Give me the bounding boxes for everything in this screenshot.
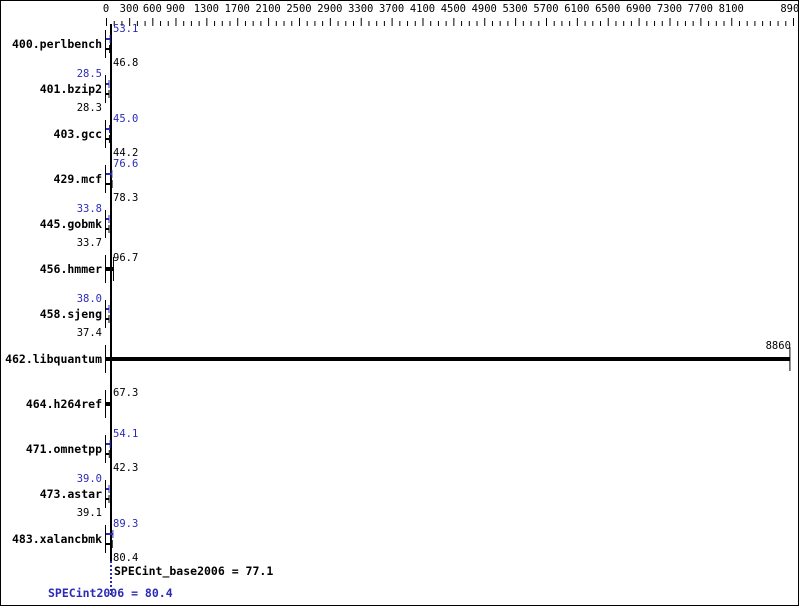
- base-value-label: 96.7: [113, 252, 138, 264]
- x-tick-label: 0: [103, 3, 109, 15]
- x-tick-label: 6100: [564, 3, 589, 15]
- peak-value-label: 39.0: [77, 473, 102, 485]
- peak-value-label: 33.8: [77, 203, 102, 215]
- x-tick-label: 300: [120, 3, 139, 15]
- x-tick-label: 4100: [410, 3, 435, 15]
- benchmark-label: 456.hmmer: [40, 262, 102, 276]
- base-value-label: 42.3: [113, 462, 138, 474]
- x-tick-label: 3300: [348, 3, 373, 15]
- benchmark-label: 429.mcf: [54, 172, 103, 186]
- base-value-label: 8860: [766, 340, 791, 352]
- peak-value-label: 89.3: [113, 518, 138, 530]
- x-tick-label: 7700: [688, 3, 713, 15]
- base-value-label: 33.7: [77, 237, 102, 249]
- base-value-label: 78.3: [113, 192, 138, 204]
- x-tick-label: 5700: [533, 3, 558, 15]
- benchmark-label: 471.omnetpp: [26, 442, 102, 456]
- benchmark-label: 458.sjeng: [40, 307, 102, 321]
- x-tick-label: 3700: [379, 3, 404, 15]
- peak-reference-label: SPECint2006 = 80.4: [48, 586, 173, 600]
- x-tick-label: 4900: [472, 3, 497, 15]
- x-tick-label: 2500: [286, 3, 311, 15]
- base-value-label: 37.4: [77, 327, 102, 339]
- base-reference-label: SPECint_base2006 = 77.1: [114, 564, 273, 579]
- x-tick-label: 6500: [595, 3, 620, 15]
- x-tick-label: 900: [166, 3, 185, 15]
- x-tick-label: 8100: [719, 3, 744, 15]
- benchmark-label: 401.bzip2: [40, 82, 102, 96]
- peak-value-label: 38.0: [77, 293, 102, 305]
- peak-value-label: 54.1: [113, 428, 138, 440]
- peak-value-label: 28.5: [77, 68, 102, 80]
- x-tick-label: 7300: [657, 3, 682, 15]
- x-tick-label: 4500: [441, 3, 466, 15]
- benchmark-label: 400.perlbench: [12, 37, 102, 51]
- x-tick-label: 8900: [780, 3, 798, 15]
- benchmark-label: 473.astar: [40, 487, 102, 501]
- base-value-label: 80.4: [113, 552, 138, 564]
- benchmark-label: 483.xalancbmk: [12, 532, 102, 546]
- peak-value-label: 45.0: [113, 113, 138, 125]
- benchmark-label: 403.gcc: [54, 127, 102, 141]
- x-tick-label: 1700: [225, 3, 250, 15]
- x-tick-label: 2900: [317, 3, 342, 15]
- x-tick-label: 600: [143, 3, 162, 15]
- base-value-label: 39.1: [77, 507, 102, 519]
- x-tick-label: 5300: [502, 3, 527, 15]
- benchmark-label: 464.h264ref: [26, 397, 102, 411]
- peak-value-label: 76.6: [113, 158, 138, 170]
- x-tick-label: 2100: [255, 3, 280, 15]
- benchmark-label: 445.gobmk: [40, 217, 102, 231]
- base-value-label: 44.2: [113, 147, 138, 159]
- base-value-label: 46.8: [113, 57, 138, 69]
- benchmark-label: 462.libquantum: [5, 352, 102, 366]
- base-value-label: 28.3: [77, 102, 102, 114]
- peak-value-label: 53.1: [113, 23, 138, 35]
- base-value-label: 67.3: [113, 387, 138, 399]
- x-tick-label: 6900: [626, 3, 651, 15]
- x-tick-label: 1300: [194, 3, 219, 15]
